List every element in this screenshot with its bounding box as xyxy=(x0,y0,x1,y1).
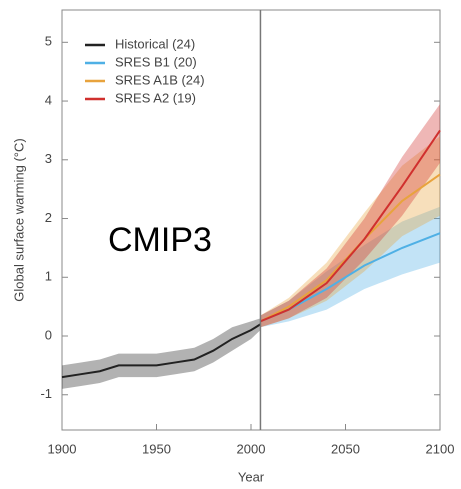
y-tick-label: 1 xyxy=(45,269,52,284)
annotation: CMIP3 xyxy=(108,221,212,259)
uncertainty-band xyxy=(260,136,440,328)
y-tick-label: 2 xyxy=(45,210,52,225)
y-tick-label: 0 xyxy=(45,327,52,342)
x-tick-label: 1950 xyxy=(142,441,171,456)
legend-label: SRES A1B (24) xyxy=(115,72,205,87)
x-axis-label: Year xyxy=(238,469,265,484)
legend-label: Historical (24) xyxy=(115,36,195,51)
legend-label: SRES A2 (19) xyxy=(115,90,196,105)
y-tick-label: 4 xyxy=(45,92,52,107)
x-tick-label: 2000 xyxy=(237,441,266,456)
x-tick-label: 2100 xyxy=(426,441,455,456)
x-tick-label: 1900 xyxy=(48,441,77,456)
x-tick-label: 2050 xyxy=(331,441,360,456)
series-line xyxy=(260,129,441,323)
y-tick-label: 5 xyxy=(45,34,52,49)
series-line xyxy=(61,323,261,379)
uncertainty-band xyxy=(62,318,261,389)
y-axis-label: Global surface warming (°C) xyxy=(11,138,26,301)
y-tick-label: 3 xyxy=(45,151,52,166)
y-tick-label: -1 xyxy=(40,386,52,401)
legend-label: SRES B1 (20) xyxy=(115,54,197,69)
